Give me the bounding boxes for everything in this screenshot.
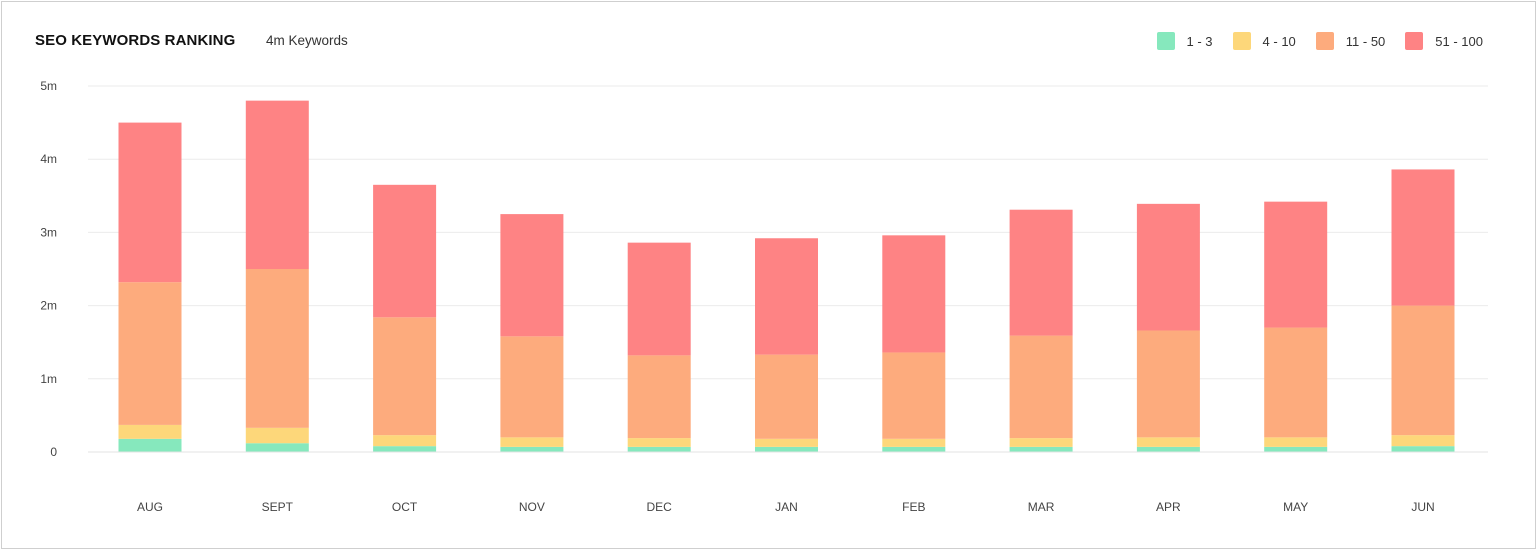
legend-swatch <box>1405 32 1424 50</box>
chart-legend: 1 - 3 4 - 10 11 - 50 51 - 100 <box>1137 32 1483 50</box>
bar-segment[interactable] <box>500 214 564 337</box>
bar-segment[interactable] <box>882 352 946 439</box>
bar-segment[interactable] <box>1009 335 1073 439</box>
bar-segment[interactable] <box>118 122 182 283</box>
bar-segment[interactable] <box>1391 446 1455 452</box>
bar-segment[interactable] <box>1136 203 1200 331</box>
bar-segment[interactable] <box>1391 435 1455 447</box>
legend-swatch <box>1232 32 1251 50</box>
bar-segment[interactable] <box>1136 446 1200 452</box>
bar-segment[interactable] <box>373 317 437 436</box>
bar-segment[interactable] <box>755 354 818 439</box>
x-tick-label: JUN <box>1411 500 1434 514</box>
bar-segment[interactable] <box>882 446 946 452</box>
bar-segment[interactable] <box>245 427 309 444</box>
bar-segment[interactable] <box>627 242 691 356</box>
bar-segment[interactable] <box>118 282 182 425</box>
legend-item[interactable]: 4 - 10 <box>1232 32 1296 50</box>
bar-segment[interactable] <box>373 446 437 452</box>
y-tick-label: 5m <box>40 79 57 93</box>
bar-segment[interactable] <box>1136 437 1200 447</box>
bar-segment[interactable] <box>245 100 309 269</box>
bar-segment[interactable] <box>627 355 691 439</box>
x-tick-label: NOV <box>519 500 545 514</box>
legend-swatch <box>1315 32 1334 50</box>
bar-segment[interactable] <box>373 184 437 318</box>
bar-segment[interactable] <box>755 446 818 452</box>
y-tick-label: 4m <box>40 152 57 166</box>
x-tick-label: OCT <box>392 500 418 514</box>
bar-segment[interactable] <box>627 438 691 447</box>
x-tick-label: MAR <box>1028 500 1055 514</box>
legend-item[interactable]: 51 - 100 <box>1405 32 1483 50</box>
bar-segment[interactable] <box>118 438 182 452</box>
bar-segment[interactable] <box>882 235 946 353</box>
bar-segment[interactable] <box>500 446 564 452</box>
x-tick-label: AUG <box>137 500 163 514</box>
legend-label: 1 - 3 <box>1186 33 1213 49</box>
x-tick-label: SEPT <box>262 500 294 514</box>
bar-segment[interactable] <box>755 438 818 447</box>
legend-label: 11 - 50 <box>1345 33 1386 49</box>
bar-segment[interactable] <box>118 424 182 439</box>
legend-swatch <box>1156 32 1175 50</box>
legend-item[interactable]: 1 - 3 <box>1156 32 1213 50</box>
bar-segment[interactable] <box>1264 327 1328 438</box>
x-tick-label: DEC <box>647 500 673 514</box>
chart-title: SEO KEYWORDS RANKING <box>35 32 236 49</box>
bar-segment[interactable] <box>1391 305 1455 436</box>
bar-segment[interactable] <box>627 446 691 452</box>
y-tick-label: 2m <box>40 299 57 313</box>
y-tick-label: 3m <box>40 225 57 239</box>
bar-segment[interactable] <box>755 238 818 355</box>
legend-label: 4 - 10 <box>1262 33 1296 49</box>
x-tick-label: APR <box>1156 500 1181 514</box>
x-tick-label: FEB <box>902 500 925 514</box>
bar-segment[interactable] <box>1009 446 1073 452</box>
y-tick-label: 0 <box>50 445 57 459</box>
bar-segment[interactable] <box>1009 438 1073 447</box>
x-tick-label: MAY <box>1283 500 1308 514</box>
legend-label: 51 - 100 <box>1435 33 1483 49</box>
chart-subtitle: 4m Keywords <box>266 33 348 48</box>
bar-segment[interactable] <box>500 336 564 438</box>
bar-segment[interactable] <box>1264 446 1328 452</box>
legend-item[interactable]: 11 - 50 <box>1315 32 1386 50</box>
bar-segment[interactable] <box>1264 201 1328 328</box>
x-tick-label: JAN <box>775 500 798 514</box>
bar-segment[interactable] <box>373 435 437 447</box>
y-tick-label: 1m <box>40 372 57 386</box>
bar-segment[interactable] <box>245 269 309 428</box>
bar-segment[interactable] <box>1009 209 1073 336</box>
bar-segment[interactable] <box>1264 437 1328 447</box>
bar-segment[interactable] <box>1391 169 1455 306</box>
bar-segment[interactable] <box>882 438 946 447</box>
bar-segment[interactable] <box>245 443 309 452</box>
bar-segment[interactable] <box>500 437 564 447</box>
bar-segment[interactable] <box>1136 330 1200 438</box>
